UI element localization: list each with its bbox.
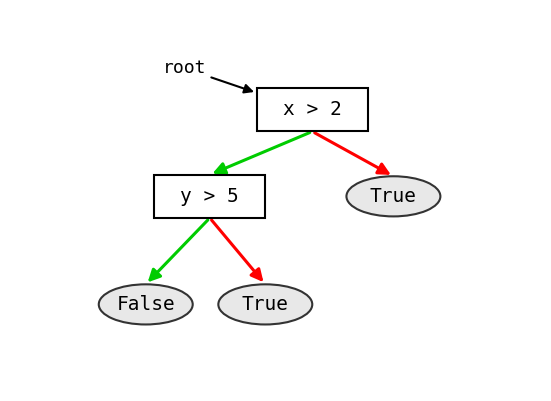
Ellipse shape [347,176,440,217]
Bar [154,175,266,218]
Text: True: True [242,295,289,314]
Text: root: root [163,59,252,92]
Text: y > 5: y > 5 [180,187,239,206]
Text: True: True [370,187,417,206]
Bar [257,88,368,132]
Text: x > 2: x > 2 [283,100,342,119]
Ellipse shape [218,284,312,324]
Text: False: False [116,295,175,314]
Ellipse shape [99,284,193,324]
